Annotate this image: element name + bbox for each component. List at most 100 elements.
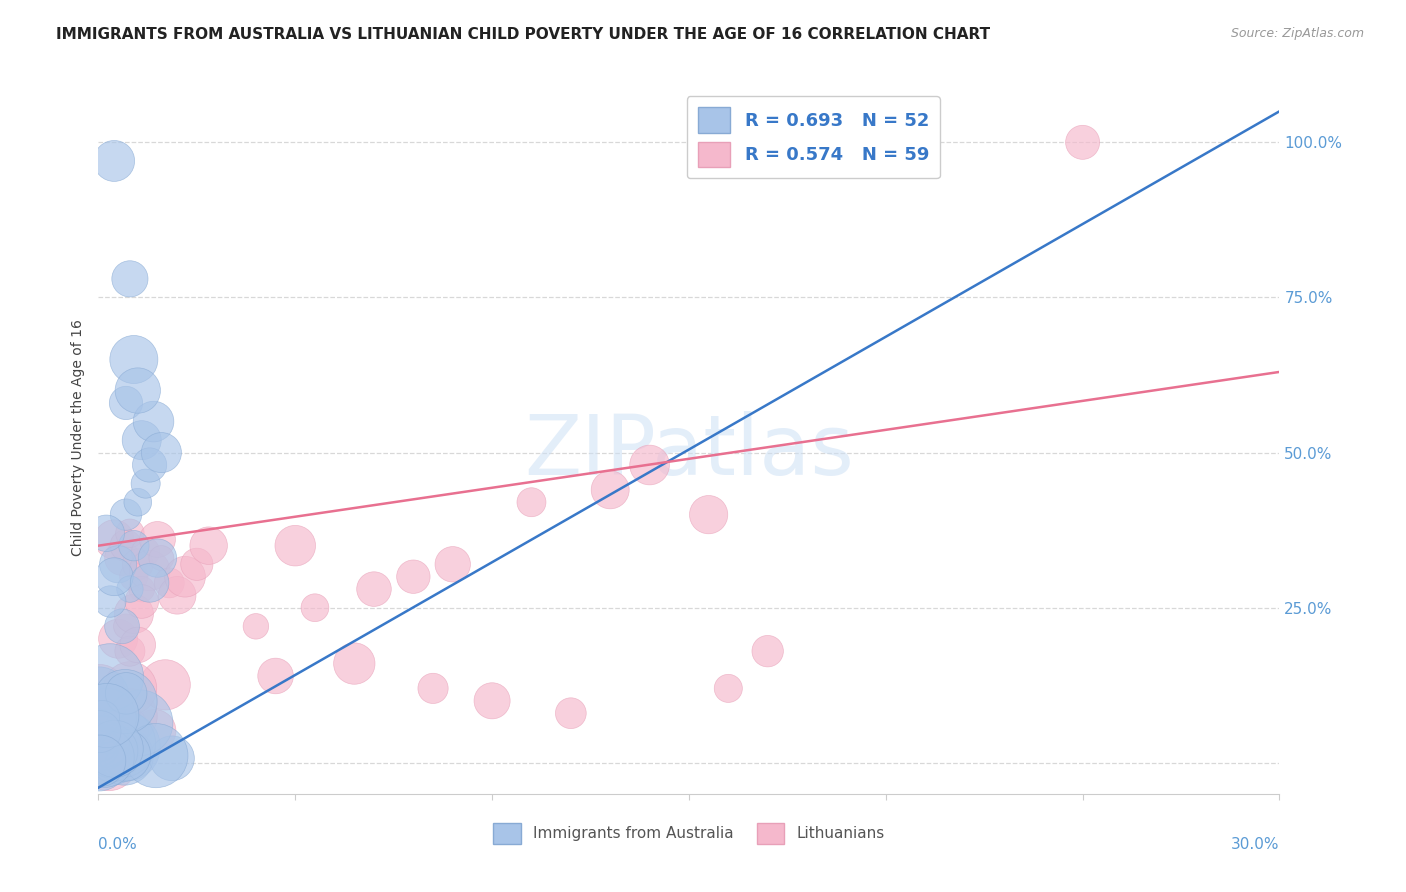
- Point: [174, 570, 197, 584]
- Point: [150, 551, 173, 566]
- Point: [422, 681, 444, 696]
- Point: [98, 594, 121, 608]
- Point: [118, 709, 141, 723]
- Point: [103, 756, 125, 770]
- Text: ZIPatlas: ZIPatlas: [524, 411, 853, 491]
- Point: [264, 669, 287, 683]
- Point: [89, 736, 111, 750]
- Point: [143, 723, 166, 738]
- Point: [98, 731, 121, 745]
- Point: [94, 738, 117, 752]
- Point: [481, 694, 503, 708]
- Point: [89, 724, 111, 739]
- Point: [146, 551, 169, 566]
- Point: [441, 558, 464, 572]
- Point: [93, 731, 115, 745]
- Point: [129, 715, 152, 730]
- Point: [638, 458, 661, 472]
- Point: [697, 508, 720, 522]
- Point: [103, 153, 125, 168]
- Point: [104, 752, 127, 766]
- Point: [93, 699, 115, 714]
- Point: [115, 539, 138, 553]
- Point: [114, 742, 136, 756]
- Point: [91, 705, 114, 719]
- Point: [94, 747, 117, 762]
- Point: [89, 740, 111, 755]
- Point: [135, 476, 157, 491]
- Point: [89, 715, 111, 730]
- Point: [93, 750, 115, 764]
- Point: [118, 644, 141, 658]
- Point: [111, 619, 134, 633]
- Point: [142, 415, 165, 429]
- Point: [108, 755, 131, 769]
- Point: [599, 483, 621, 497]
- Point: [127, 558, 149, 572]
- Point: [98, 739, 121, 753]
- Point: [87, 690, 110, 705]
- Point: [104, 741, 127, 756]
- Point: [127, 495, 149, 509]
- Point: [145, 748, 167, 763]
- Point: [98, 670, 121, 684]
- Point: [111, 551, 134, 566]
- Point: [155, 678, 177, 692]
- Point: [146, 533, 169, 547]
- Point: [107, 558, 129, 572]
- Point: [89, 740, 111, 755]
- Text: Source: ZipAtlas.com: Source: ZipAtlas.com: [1230, 27, 1364, 40]
- Point: [138, 564, 160, 578]
- Point: [560, 706, 582, 721]
- Point: [87, 742, 110, 756]
- Point: [150, 445, 173, 459]
- Point: [96, 708, 118, 723]
- Point: [124, 745, 146, 759]
- Point: [107, 632, 129, 646]
- Text: 30.0%: 30.0%: [1232, 837, 1279, 852]
- Point: [100, 756, 122, 770]
- Point: [115, 619, 138, 633]
- Point: [120, 681, 142, 695]
- Point: [756, 644, 779, 658]
- Point: [115, 739, 138, 754]
- Point: [118, 526, 141, 541]
- Point: [138, 575, 160, 590]
- Point: [135, 545, 157, 559]
- Point: [157, 575, 180, 590]
- Point: [91, 736, 114, 750]
- Point: [115, 686, 138, 700]
- Point: [98, 747, 121, 761]
- Point: [122, 570, 145, 584]
- Point: [118, 582, 141, 596]
- Point: [87, 739, 110, 754]
- Point: [131, 594, 153, 608]
- Point: [122, 352, 145, 367]
- Point: [363, 582, 385, 596]
- Point: [96, 711, 118, 725]
- Point: [717, 681, 740, 696]
- Point: [103, 570, 125, 584]
- Point: [1071, 136, 1094, 150]
- Text: 0.0%: 0.0%: [98, 837, 138, 852]
- Point: [304, 600, 326, 615]
- Point: [284, 539, 307, 553]
- Point: [112, 749, 135, 764]
- Point: [111, 709, 134, 723]
- Y-axis label: Child Poverty Under the Age of 16: Child Poverty Under the Age of 16: [72, 318, 86, 556]
- Point: [131, 582, 153, 596]
- Point: [127, 638, 149, 652]
- Point: [245, 619, 267, 633]
- Point: [100, 744, 122, 758]
- Point: [127, 384, 149, 398]
- Point: [103, 533, 125, 547]
- Point: [110, 723, 132, 738]
- Point: [96, 526, 118, 541]
- Point: [197, 539, 219, 553]
- Point: [131, 433, 153, 447]
- Point: [402, 570, 425, 584]
- Point: [118, 272, 141, 286]
- Point: [114, 748, 136, 763]
- Point: [122, 539, 145, 553]
- Point: [166, 588, 188, 602]
